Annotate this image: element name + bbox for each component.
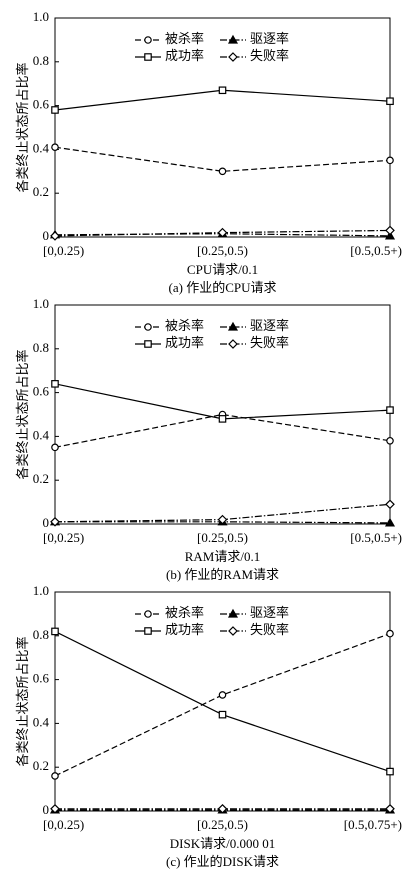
x-axis-label: CPU请求/0.1 [187, 262, 258, 277]
legend-label: 失败率 [250, 622, 289, 637]
legend-label: 驱逐率 [250, 605, 289, 620]
data-point [386, 767, 394, 776]
y-tick-label: 0.2 [33, 758, 49, 773]
data-point [384, 517, 396, 527]
data-point [51, 380, 59, 388]
legend-label: 驱逐率 [250, 31, 289, 46]
legend-marker [227, 34, 239, 44]
data-point [51, 772, 59, 780]
y-tick-label: 0 [43, 802, 50, 817]
y-tick-label: 0.4 [33, 714, 50, 729]
caption: (c) 作业的DISK请求 [166, 854, 279, 869]
y-tick-label: 0.8 [33, 340, 49, 355]
legend-marker [228, 339, 238, 349]
y-tick-label: 0.4 [33, 140, 50, 155]
data-point [50, 516, 60, 527]
legend-marker [144, 36, 152, 44]
y-tick-label: 0.8 [33, 627, 49, 642]
y-tick-label: 0.8 [33, 53, 49, 68]
data-point [217, 227, 228, 238]
legend-label: 失败率 [250, 48, 289, 63]
legend-marker [144, 53, 152, 61]
data-point [51, 106, 59, 114]
x-axis-label: RAM请求/0.1 [185, 549, 260, 564]
y-tick-label: 1.0 [33, 583, 49, 598]
x-tick-label: [0.25,0.5) [197, 530, 248, 545]
data-point [385, 803, 395, 814]
data-point [218, 691, 227, 699]
data-point [51, 143, 59, 152]
data-point [218, 86, 227, 95]
legend-label: 被杀率 [165, 318, 204, 333]
y-tick-label: 0 [43, 515, 50, 530]
caption: (b) 作业的RAM请求 [166, 567, 279, 582]
legend-marker [228, 626, 238, 636]
y-tick-label: 0.2 [33, 184, 49, 199]
data-point [385, 225, 395, 236]
x-tick-label: [0,0.25) [43, 817, 84, 832]
y-axis-label: 各类终止状态所占比率 [15, 349, 30, 479]
legend-marker [227, 608, 239, 618]
legend-marker [228, 52, 238, 62]
legend-label: 失败率 [250, 335, 289, 350]
y-tick-label: 1.0 [33, 9, 49, 24]
data-point [50, 803, 60, 814]
x-tick-label: [0,0.25) [43, 243, 84, 258]
y-tick-label: 1.0 [33, 296, 49, 311]
data-point [386, 629, 394, 638]
legend-label: 成功率 [165, 335, 204, 350]
x-tick-label: [0,0.25) [43, 530, 84, 545]
legend-marker [227, 321, 239, 331]
plot-frame [54, 17, 391, 238]
x-tick-label: [0.5,0.5+) [350, 243, 402, 258]
data-point [218, 415, 227, 423]
data-point [384, 230, 396, 240]
data-point [386, 97, 394, 106]
y-axis-label: 各类终止状态所占比率 [15, 636, 30, 766]
data-point [218, 710, 227, 719]
legend-label: 驱逐率 [250, 318, 289, 333]
y-tick-label: 0.4 [33, 427, 50, 442]
data-point [50, 231, 60, 241]
y-tick-label: 0.6 [33, 384, 50, 399]
legend-label: 成功率 [165, 622, 204, 637]
x-axis-label: DISK请求/0.000 01 [170, 836, 275, 851]
y-tick-label: 0.6 [33, 671, 50, 686]
x-tick-label: [0.25,0.5) [197, 243, 248, 258]
data-point [51, 627, 59, 636]
legend-marker [144, 340, 152, 348]
legend-marker [144, 610, 152, 618]
legend-label: 被杀率 [165, 605, 204, 620]
caption: (a) 作业的CPU请求 [169, 280, 277, 295]
data-point [386, 436, 394, 445]
y-tick-label: 0.6 [33, 97, 50, 112]
legend-marker [144, 627, 152, 635]
series-line [54, 413, 391, 448]
x-tick-label: [0.5,0.5+) [350, 530, 402, 545]
legend-label: 被杀率 [165, 31, 204, 46]
data-point [385, 499, 395, 510]
data-point [386, 156, 394, 165]
x-tick-label: [0.25,0.5) [197, 817, 248, 832]
data-point [217, 514, 228, 525]
x-tick-label: [0.5,0.75+) [344, 817, 402, 832]
legend-marker [144, 323, 152, 331]
y-tick-label: 0 [43, 228, 50, 243]
data-point [218, 167, 227, 176]
series-line [54, 146, 391, 172]
legend-label: 成功率 [165, 48, 204, 63]
plot-frame [54, 591, 391, 812]
data-point [217, 803, 228, 814]
data-point [51, 443, 59, 452]
data-point [386, 406, 394, 414]
y-tick-label: 0.2 [33, 471, 49, 486]
y-axis-label: 各类终止状态所占比率 [15, 62, 30, 192]
